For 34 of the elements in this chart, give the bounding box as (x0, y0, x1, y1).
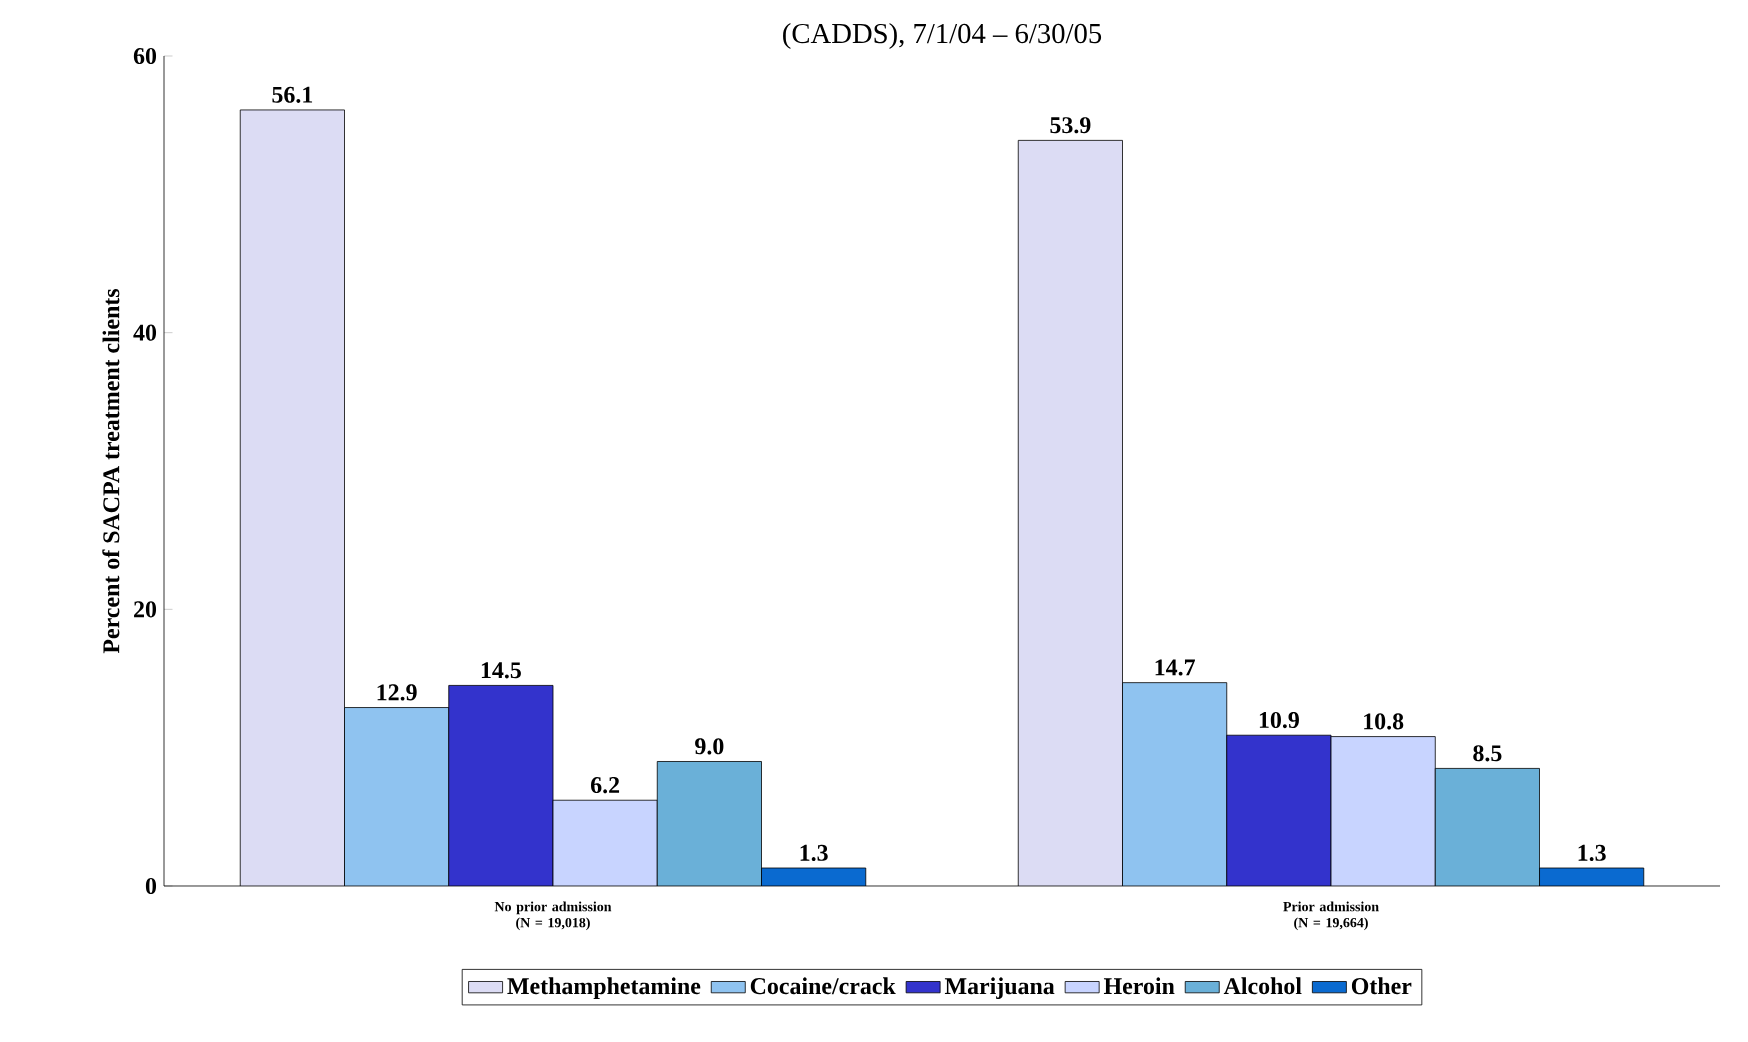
data-label: 53.9 (1050, 117, 1091, 134)
bar (1330, 736, 1436, 886)
y-axis-title: Percent of SACPA treatment clients (102, 288, 120, 654)
bar (344, 707, 449, 886)
legend-label: Methamphetamine (507, 977, 701, 1000)
data-label: 1.3 (1578, 844, 1606, 861)
legend-label: Alcohol (1223, 977, 1302, 995)
bar (657, 761, 762, 886)
bar (553, 800, 658, 886)
bar (448, 685, 554, 886)
data-label: 1.3 (800, 844, 828, 861)
data-label: 14.5 (481, 662, 521, 679)
legend-label: Marijuana (944, 977, 1055, 1000)
data-label: 9.0 (695, 738, 724, 755)
y-tick-label: 60 (133, 47, 157, 65)
data-label: 56.1 (272, 86, 313, 103)
data-label: 10.9 (1259, 711, 1299, 729)
bar (1226, 734, 1332, 886)
data-label: 12.9 (377, 684, 417, 701)
legend-label: Cocaine/crack (750, 977, 896, 995)
legend-label: Other (1351, 977, 1412, 995)
y-tick-label: 40 (133, 324, 157, 341)
data-label: 14.7 (1155, 659, 1195, 676)
legend-label: Heroin (1103, 977, 1175, 995)
chart-title: (CADDS), 7/1/04 – 6/30/05 (783, 22, 1102, 49)
data-label: 8.5 (1473, 745, 1502, 762)
data-label: 10.8 (1364, 713, 1404, 730)
bar (1017, 139, 1123, 886)
bar (240, 109, 345, 886)
y-tick-label: 20 (134, 601, 157, 618)
bar (1122, 682, 1228, 886)
data-label: 6.2 (591, 777, 620, 794)
bar (1434, 768, 1540, 886)
y-tick-label: 0 (145, 877, 157, 895)
